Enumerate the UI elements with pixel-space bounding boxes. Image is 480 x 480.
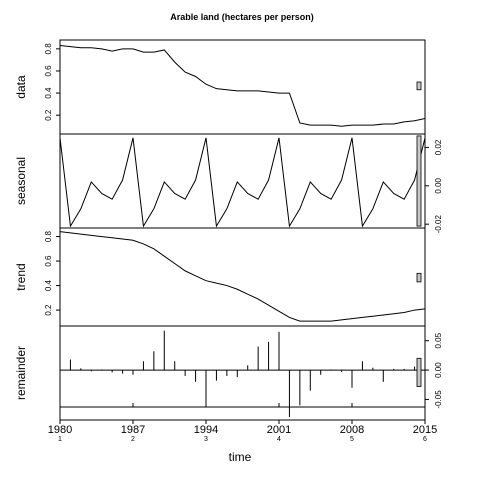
cycle-index-label: 6 <box>423 436 427 443</box>
trend-y-tick-label: 0.6 <box>44 255 53 267</box>
x-axis-label: time <box>229 450 252 464</box>
seasonal-y-tick-label: -0.02 <box>434 214 443 233</box>
remainder-panel-frame <box>59 325 426 421</box>
data-panel-frame <box>59 39 426 135</box>
trend-y-tick-label: 0.2 <box>44 304 53 316</box>
data-scale-bar <box>416 81 422 91</box>
trend-y-tick-label: 0.8 <box>44 230 53 242</box>
data-panel: 0.2 0.4 0.6 0.8 data <box>14 39 426 135</box>
seasonal-y-tick-label: 0.00 <box>434 177 443 193</box>
x-tick-label: 1994 <box>194 424 218 436</box>
x-tick-label: 2008 <box>340 424 364 436</box>
data-y-tick-label: 0.8 <box>44 43 53 55</box>
decomposition-panels: 0.2 0.4 0.6 0.8 data -0.02 0.00 0.02 seasonal 0.2… <box>14 39 443 421</box>
cycle-index-label: 2 <box>131 436 135 443</box>
cycle-index-label: 3 <box>204 436 208 443</box>
x-tick-label: 2001 <box>267 424 291 436</box>
seasonal-panel: -0.02 0.00 0.02 seasonal <box>14 133 443 233</box>
x-tick-label: 1987 <box>121 424 145 436</box>
remainder-scale-bar <box>416 357 422 387</box>
remainder-panel: -0.05 0.00 0.05 remainder <box>14 325 443 421</box>
trend-panel: 0.2 0.4 0.6 0.8 trend <box>14 227 426 327</box>
seasonal-scale-bar <box>416 135 422 227</box>
x-tick-label: 1980 <box>48 424 72 436</box>
data-series-line <box>59 45 426 127</box>
cycle-ruler <box>59 403 426 408</box>
seasonal-y-tick-label: 0.02 <box>434 139 443 155</box>
x-tick-label: 2015 <box>413 424 437 436</box>
seasonal-axis-label: seasonal <box>14 157 28 205</box>
seasonal-series-line <box>59 137 426 228</box>
trend-y-tick-label: 0.4 <box>44 279 53 291</box>
cycle-index-label: 5 <box>350 436 354 443</box>
remainder-y-tick-label: -0.05 <box>434 390 443 409</box>
remainder-y-tick-label: 0.05 <box>434 332 443 348</box>
chart-title: Arable land (hectares per person) <box>170 12 314 22</box>
remainder-axis-label: remainder <box>14 346 28 400</box>
trend-scale-bar <box>416 272 422 283</box>
cycle-index-label: 4 <box>277 436 281 443</box>
trend-axis-label: trend <box>14 263 28 290</box>
trend-series-line <box>59 231 426 322</box>
trend-panel-frame <box>59 227 426 327</box>
data-y-tick-label: 0.6 <box>44 65 53 77</box>
remainder-y-tick-label: 0.00 <box>434 362 443 378</box>
data-axis-label: data <box>14 75 28 99</box>
cycle-index-label: 1 <box>58 436 62 443</box>
data-y-tick-label: 0.4 <box>44 87 53 99</box>
data-y-tick-label: 0.2 <box>44 109 53 121</box>
